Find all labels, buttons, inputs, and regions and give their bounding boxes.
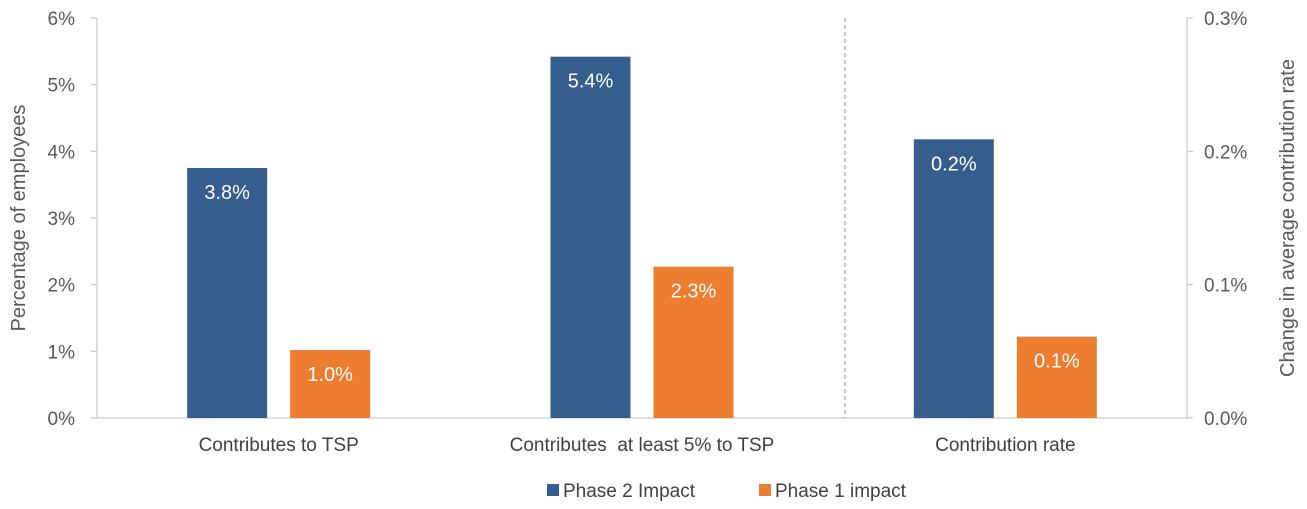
right-tick-label: 0.0% bbox=[1204, 409, 1247, 430]
left-tick-label: 2% bbox=[48, 276, 76, 297]
legend-swatch-phase1 bbox=[759, 484, 771, 496]
bar-value-label: 0.1% bbox=[1034, 351, 1080, 373]
right-tick-label: 0.2% bbox=[1204, 142, 1247, 163]
bar-value-label: 0.2% bbox=[931, 153, 977, 175]
left-tick-label: 0% bbox=[48, 409, 76, 430]
category-label: Contribution rate bbox=[935, 435, 1075, 456]
legend-label-phase1: Phase 1 impact bbox=[775, 481, 907, 502]
bar-phase1-2 bbox=[653, 266, 734, 418]
bar-phase1-3 bbox=[1016, 336, 1097, 418]
legend-label-phase2: Phase 2 Impact bbox=[563, 481, 696, 502]
left-tick-label: 1% bbox=[48, 342, 76, 363]
right-axis-title: Change in average contribution rate bbox=[1277, 59, 1299, 377]
bar-phase2-2 bbox=[550, 56, 631, 419]
legend-swatch-phase2 bbox=[547, 484, 559, 496]
left-tick-label: 6% bbox=[48, 9, 76, 30]
category-label: Contributes to TSP bbox=[199, 435, 359, 456]
left-axis-title: Percentage of employees bbox=[8, 105, 30, 332]
right-tick-label: 0.3% bbox=[1204, 9, 1247, 30]
category-labels: Contributes to TSP Contributes at least 5… bbox=[199, 435, 1076, 456]
left-tick-label: 4% bbox=[48, 142, 76, 163]
bar-phase2-3 bbox=[913, 139, 994, 419]
category-label: Contributes at least 5% to TSP bbox=[510, 435, 775, 456]
bars-group: 3.8% 1.0% 5.4% 2.3% 0.2% 0.1% bbox=[187, 56, 1097, 419]
bar-value-label: 1.0% bbox=[307, 364, 353, 386]
bar-value-label: 3.8% bbox=[204, 182, 250, 204]
bar-phase1-1 bbox=[290, 350, 371, 418]
left-axis-ticks: 0% 1% 2% 3% 4% 5% 6% bbox=[48, 9, 97, 430]
bar-value-label: 2.3% bbox=[671, 281, 717, 303]
bar-phase2-1 bbox=[187, 168, 268, 418]
left-tick-label: 3% bbox=[48, 209, 76, 230]
bar-value-label: 5.4% bbox=[568, 71, 614, 93]
legend: Phase 2 Impact Phase 1 impact bbox=[547, 481, 907, 502]
left-tick-label: 5% bbox=[48, 76, 76, 97]
right-tick-label: 0.1% bbox=[1204, 276, 1247, 297]
right-axis-ticks: 0.0% 0.1% 0.2% 0.3% bbox=[1187, 9, 1247, 430]
